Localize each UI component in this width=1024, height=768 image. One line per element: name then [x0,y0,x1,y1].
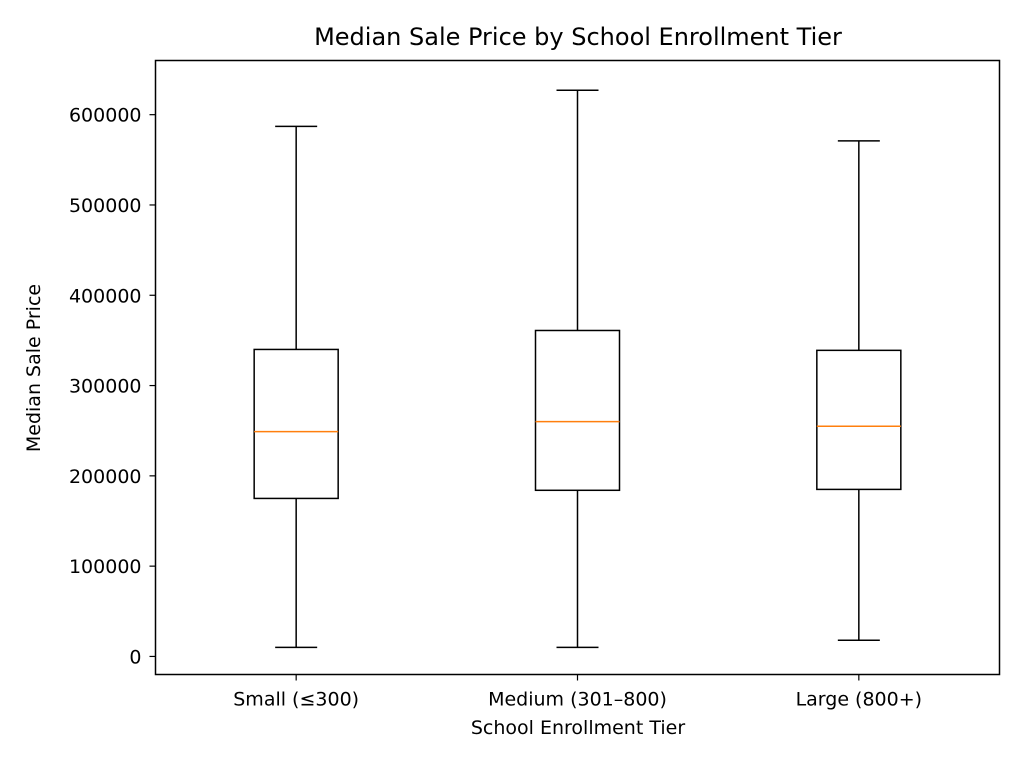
y-tick-label: 600000 [69,105,142,127]
box-group-2 [816,140,902,641]
y-tick-label: 300000 [69,376,142,398]
x-tick-label: Medium (301–800) [488,689,667,711]
x-tick-label: Large (800+) [796,689,923,711]
chart-title: Median Sale Price by School Enrollment T… [314,23,842,51]
plot-area [253,89,902,649]
iqr-box [816,349,902,491]
y-axis-label: Median Sale Price [23,284,45,452]
y-tick-label: 200000 [69,466,142,488]
iqr-box [253,348,339,500]
x-tick-label: Small (≤300) [233,689,359,711]
box-group-1 [534,89,621,649]
iqr-box [534,329,621,492]
y-tick-label: 0 [129,646,141,668]
y-tick-label: 500000 [69,195,142,217]
y-tick-label: 400000 [69,285,142,307]
y-axis: 0 100000 200000 300000 400000 500000 600000 [69,105,156,668]
x-axis: Small (≤300) Medium (301–800) Large (800+) [233,674,923,711]
y-tick-label: 100000 [69,556,142,578]
x-axis-label: School Enrollment Tier [471,717,685,739]
box-group-0 [253,125,339,649]
